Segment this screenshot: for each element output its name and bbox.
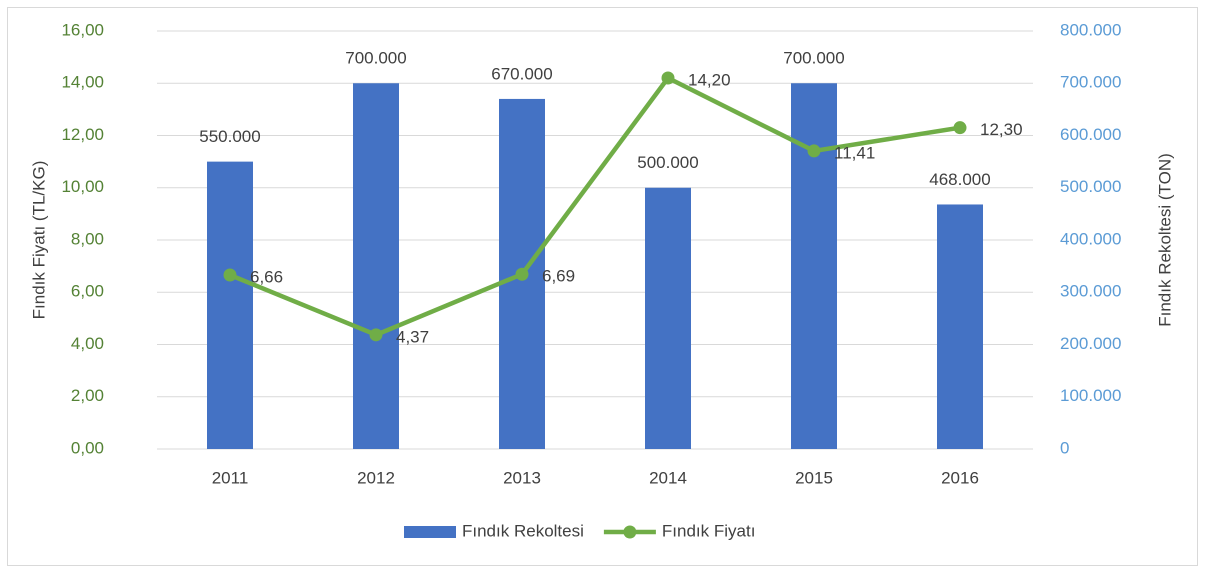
bar-value-label: 550.000	[199, 127, 260, 146]
y2-tick-label: 100.000	[1060, 386, 1121, 405]
bar-value-label: 670.000	[491, 64, 552, 83]
bar	[645, 187, 691, 449]
line-marker	[953, 121, 967, 135]
y-tick-label: 0,00	[71, 438, 104, 457]
y2-tick-label: 0	[1060, 438, 1069, 457]
y-tick-label: 16,00	[61, 20, 104, 39]
x-tick-label: 2016	[941, 468, 979, 487]
legend-marker	[623, 525, 637, 539]
y2-tick-label: 500.000	[1060, 177, 1121, 196]
y-tick-label: 6,00	[71, 282, 104, 301]
y2-tick-label: 300.000	[1060, 282, 1121, 301]
line-marker	[515, 267, 529, 281]
bar	[353, 83, 399, 449]
line-value-label: 4,37	[396, 327, 429, 346]
line-value-label: 12,30	[980, 120, 1023, 139]
line-marker	[223, 268, 237, 282]
y-axis-title: Fındık Fiyatı (TL/KG)	[29, 161, 48, 320]
line-value-label: 6,69	[542, 267, 575, 286]
x-tick-label: 2012	[357, 468, 395, 487]
legend-swatch	[404, 526, 456, 538]
y2-tick-label: 700.000	[1060, 73, 1121, 92]
bar	[207, 161, 253, 449]
y-tick-label: 8,00	[71, 229, 104, 248]
x-tick-label: 2015	[795, 468, 833, 487]
legend-label: Fındık Fiyatı	[662, 521, 756, 540]
chart-frame	[7, 7, 1198, 566]
line	[229, 75, 961, 338]
line-marker	[661, 71, 675, 85]
x-tick-label: 2014	[649, 468, 687, 487]
line-value-label: 6,66	[250, 267, 283, 286]
line-value-label: 14,20	[688, 71, 731, 90]
bar-value-label: 468.000	[929, 170, 990, 189]
bar-value-label: 700.000	[783, 49, 844, 68]
y-tick-label: 12,00	[61, 125, 104, 144]
legend-label: Fındık Rekoltesi	[462, 521, 584, 540]
y-tick-label: 4,00	[71, 334, 104, 353]
y2-tick-label: 800.000	[1060, 20, 1121, 39]
line-value-label: 11,41	[834, 143, 875, 162]
x-tick-label: 2013	[503, 468, 541, 487]
bar-value-label: 700.000	[345, 49, 406, 68]
y2-tick-label: 600.000	[1060, 125, 1121, 144]
y2-tick-label: 200.000	[1060, 334, 1121, 353]
line-marker	[369, 328, 383, 342]
line-marker	[807, 144, 821, 158]
y2-axis-title: Fındık Rekoltesi (TON)	[1155, 153, 1174, 327]
y-tick-label: 2,00	[71, 386, 104, 405]
bar	[791, 83, 837, 449]
y-tick-label: 10,00	[61, 177, 104, 196]
y-tick-label: 14,00	[61, 73, 104, 92]
y2-tick-label: 400.000	[1060, 229, 1121, 248]
x-tick-label: 2011	[212, 468, 249, 487]
bar	[937, 204, 983, 449]
bar-value-label: 500.000	[637, 153, 698, 172]
